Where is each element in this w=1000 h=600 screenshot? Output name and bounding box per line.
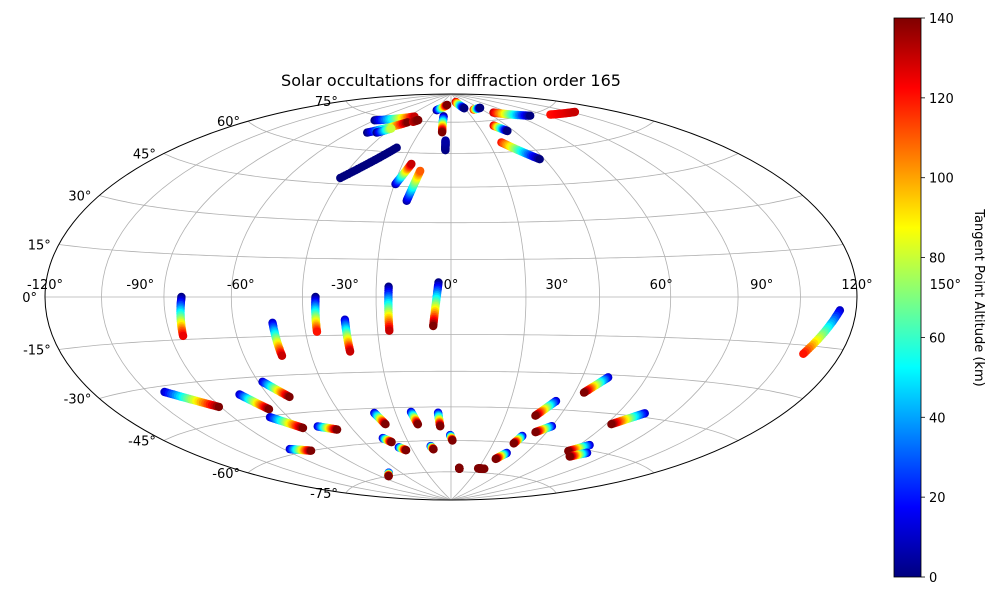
occultation-point <box>448 436 457 445</box>
lon-gridline <box>230 93 452 501</box>
colorbar-tick-label: 0 <box>929 571 937 586</box>
occultation-point <box>178 331 188 341</box>
colorbar-tick-label: 140 <box>929 12 954 27</box>
occultation-point <box>442 100 452 110</box>
lat-tick-label: 15° <box>28 239 51 254</box>
occultation-point <box>607 420 616 429</box>
colorbar-tick-label: 100 <box>929 172 954 187</box>
occultation-point <box>413 420 423 429</box>
lon-gridline <box>450 93 527 501</box>
occultation-point <box>475 103 485 113</box>
lon-gridline <box>301 93 452 501</box>
lon-gridline <box>163 93 452 501</box>
occultation-point <box>407 159 416 169</box>
occultation-point <box>381 420 390 429</box>
colorbar-tick-label: 120 <box>929 92 954 107</box>
occultation-point <box>416 166 425 176</box>
lon-tick-label: 60° <box>650 278 673 293</box>
occultation-point <box>531 411 540 420</box>
occultation-point <box>437 128 447 137</box>
occultation-point <box>429 321 438 331</box>
occultation-point <box>579 388 589 397</box>
lon-tick-label: 0° <box>444 278 459 293</box>
lat-tick-label: 75° <box>315 95 338 110</box>
lon-tick-label: 150° <box>930 278 961 293</box>
lon-tick-label: 30° <box>545 278 568 293</box>
lon-tick-label: -90° <box>126 278 154 293</box>
colorbar-tick-label: 60 <box>929 331 946 346</box>
lon-gridline <box>375 93 452 501</box>
occultation-point <box>345 347 355 356</box>
occultation-point <box>298 423 308 433</box>
latitude-tick-labels: -75° -60° -45° -30° -15° 0° 15° 30° 45° 60° 75° <box>22 95 338 502</box>
colorbar: 0 20 40 60 80 100 120 140 Tangent Point Altitud… <box>893 12 986 586</box>
occultation-point <box>503 126 512 136</box>
occultation-point <box>306 446 316 455</box>
lat-tick-label: 30° <box>68 190 91 205</box>
colorbar-tick-label: 20 <box>929 491 946 506</box>
lon-gridline <box>450 93 601 501</box>
lat-tick-label: 45° <box>133 148 156 163</box>
map-grid <box>45 93 857 501</box>
lat-tick-label: -15° <box>23 344 51 359</box>
lon-gridline <box>450 93 739 501</box>
occultation-point <box>277 351 287 360</box>
occultation-point <box>509 439 518 448</box>
occultation-point <box>385 326 394 335</box>
occultation-point <box>312 327 322 336</box>
lon-tick-label: 90° <box>750 278 773 293</box>
occultation-point <box>436 422 445 431</box>
lon-tick-label: -60° <box>227 278 255 293</box>
lat-tick-label: 60° <box>217 115 240 130</box>
occultation-point <box>460 104 469 113</box>
lon-gridline <box>101 93 452 501</box>
occultation-points <box>160 97 845 481</box>
occultation-point <box>414 115 423 125</box>
occultation-point <box>387 437 396 447</box>
occultation-point <box>570 107 580 117</box>
occultation-point <box>441 136 450 145</box>
chart-title: Solar occultations for diffraction order… <box>281 71 621 90</box>
lon-gridline <box>450 93 801 501</box>
occultation-point <box>565 452 574 461</box>
lat-tick-label: -30° <box>64 393 92 408</box>
longitude-tick-labels: -150°-120°-90°-60°-30°0°30°60°90°120°150… <box>27 278 961 293</box>
occultation-point <box>531 428 540 437</box>
occultation-point <box>491 454 500 464</box>
lon-tick-label: 120° <box>841 278 872 293</box>
colorbar-tick-label: 40 <box>929 411 946 426</box>
occultation-point <box>535 155 544 164</box>
colorbar-ticks: 0 20 40 60 80 100 120 140 <box>921 12 954 586</box>
occultation-point <box>429 445 438 454</box>
occultation-point <box>387 124 396 133</box>
occultation-point <box>526 111 535 120</box>
lat-tick-label: -60° <box>212 467 240 482</box>
lat-tick-label: -75° <box>310 487 338 502</box>
occultation-point <box>214 402 224 412</box>
lon-tick-label: -120° <box>27 278 63 293</box>
occultation-point <box>264 405 274 414</box>
occultation-point <box>455 464 464 473</box>
lat-tick-label: 0° <box>22 291 37 306</box>
occultation-point <box>480 464 489 473</box>
colorbar-label: Tangent Point Altitude (km) <box>971 208 986 386</box>
map-boundary <box>44 93 858 501</box>
lon-tick-label: -30° <box>331 278 359 293</box>
occultation-point <box>384 472 393 481</box>
occultation-point <box>799 349 808 358</box>
colorbar-tick-label: 80 <box>929 252 946 267</box>
occultation-point <box>392 143 401 152</box>
colorbar-gradient <box>893 17 922 578</box>
occultation-point <box>332 425 342 434</box>
lat-tick-label: -45° <box>128 435 156 450</box>
occultation-point <box>285 392 294 402</box>
occultation-point <box>401 446 411 455</box>
